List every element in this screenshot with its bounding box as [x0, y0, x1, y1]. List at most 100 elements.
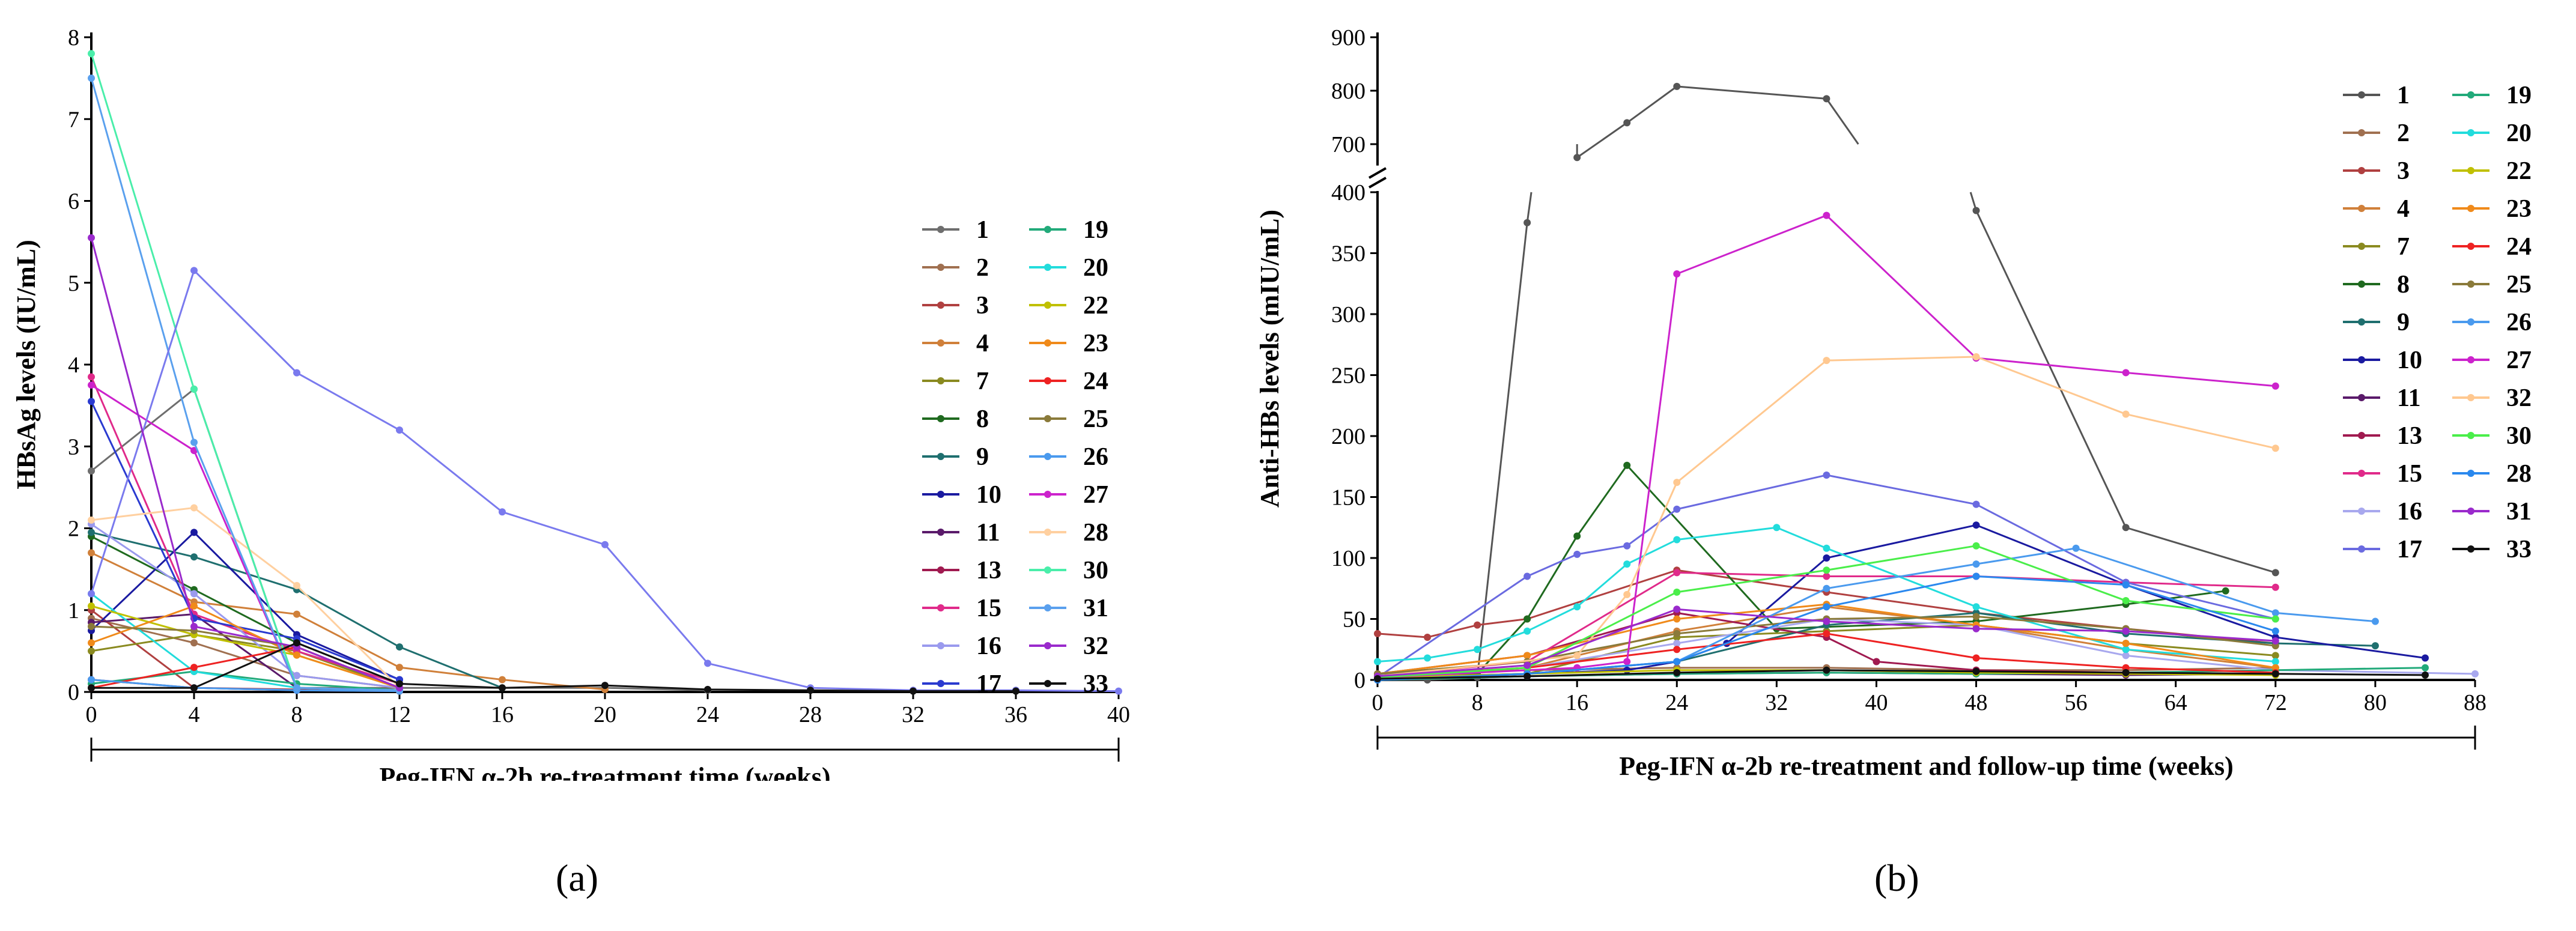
x-tick-label: 32 — [902, 702, 925, 727]
data-point-4 — [293, 610, 300, 618]
legend-label-20: 20 — [2506, 120, 2532, 147]
data-point-32 — [88, 234, 95, 241]
series-segment-17 — [1975, 503, 2127, 583]
legend-label-9: 9 — [976, 443, 989, 471]
series-segment-8 — [1576, 464, 1628, 537]
data-point-31 — [88, 74, 95, 82]
legend-label-33: 33 — [1083, 670, 1108, 698]
legend-marker-28 — [2467, 470, 2474, 477]
series-segment-24 — [2125, 667, 2276, 674]
legend-label-30: 30 — [1083, 557, 1108, 584]
series-segment-3 — [1377, 632, 1428, 638]
legend-marker-16 — [2358, 508, 2365, 515]
data-point-17 — [1523, 572, 1531, 580]
series-segment-27 — [2125, 371, 2276, 387]
data-point-33 — [2271, 670, 2279, 678]
series-segment-8 — [1526, 535, 1578, 620]
data-point-16 — [601, 541, 609, 548]
legend-marker-9 — [2358, 318, 2365, 326]
legend-marker-10 — [2358, 356, 2365, 363]
series-segment-17 — [1676, 474, 1827, 511]
legend-marker-8 — [2358, 281, 2365, 288]
data-point-28 — [293, 581, 300, 589]
data-point-1 — [1523, 219, 1531, 226]
y-tick-label: 6 — [68, 189, 79, 214]
series-segment-32 — [1976, 356, 2127, 415]
series-segment-23 — [1377, 654, 1528, 675]
data-point-33 — [1823, 666, 1830, 674]
data-point-28 — [1673, 658, 1681, 666]
series-segment-16 — [2125, 654, 2276, 672]
data-point-19 — [2421, 664, 2429, 672]
data-point-33 — [1523, 672, 1531, 680]
legend-marker-23 — [2467, 205, 2474, 212]
data-point-33 — [2122, 669, 2130, 676]
x-axis-title: Peg-IFN α-2b re-treatment time (weeks) — [379, 762, 830, 781]
data-point-10 — [1823, 554, 1830, 562]
data-point-25 — [1972, 613, 1980, 620]
data-point-1 — [1573, 154, 1581, 162]
x-tick-label: 28 — [799, 702, 822, 727]
y-tick-label: 250 — [1331, 363, 1365, 389]
series-segment-23 — [1976, 624, 2126, 644]
data-point-16 — [1115, 687, 1122, 695]
series-segment-30 — [1677, 569, 1827, 593]
x-tick-label: 48 — [1965, 690, 1988, 715]
y-tick-label: 150 — [1331, 485, 1365, 511]
legend-marker-24 — [1044, 377, 1051, 384]
data-point-20 — [2122, 646, 2130, 654]
data-point-26 — [1972, 560, 1980, 568]
data-point-30 — [88, 50, 95, 58]
legend-marker-7 — [2358, 243, 2365, 250]
data-point-27 — [88, 381, 95, 389]
x-tick-label: 24 — [696, 702, 719, 727]
data-point-4 — [396, 664, 403, 672]
legend-label-26: 26 — [1083, 443, 1108, 471]
series-segment-24 — [1526, 648, 1677, 669]
data-point-4 — [88, 549, 95, 557]
data-point-33 — [499, 684, 506, 692]
data-point-31 — [2122, 627, 2130, 635]
legend-label-25: 25 — [1083, 405, 1108, 433]
data-point-8 — [1623, 461, 1631, 469]
data-point-1 — [1623, 119, 1631, 127]
legend-marker-32 — [1044, 642, 1051, 649]
series-segment-32 — [1576, 593, 1628, 657]
legend-label-3: 3 — [2397, 157, 2410, 185]
data-point-27 — [1673, 270, 1681, 278]
legend-label-19: 19 — [1083, 216, 1108, 244]
legend-label-24: 24 — [1083, 368, 1108, 395]
series-segment-30 — [1826, 545, 1976, 571]
series-segment-16 — [1826, 618, 1976, 626]
series-segment-22 — [1976, 672, 2126, 675]
legend-marker-17 — [937, 680, 944, 687]
legend-label-4: 4 — [2397, 195, 2410, 223]
data-point-30 — [1972, 542, 1980, 550]
legend-marker-4 — [937, 339, 944, 347]
series-line-30 — [90, 53, 400, 691]
data-point-27 — [1823, 211, 1830, 219]
data-point-24 — [1972, 654, 1980, 662]
series-segment-13 — [1876, 661, 1976, 672]
data-point-31 — [190, 438, 198, 446]
data-point-33 — [910, 687, 917, 695]
data-point-30 — [2271, 615, 2279, 623]
data-point-16 — [293, 369, 300, 377]
data-point-26 — [2072, 544, 2080, 552]
series-segment-25 — [1526, 632, 1677, 663]
data-point-33 — [190, 684, 198, 692]
y-tick-label: 50 — [1343, 607, 1365, 632]
legend-marker-2 — [2358, 129, 2365, 136]
series-segment-1 — [1526, 192, 1533, 223]
legend-marker-17 — [2358, 545, 2365, 553]
data-point-1 — [2122, 524, 2130, 532]
data-point-20 — [1823, 544, 1830, 552]
data-point-15 — [88, 373, 95, 381]
data-point-33 — [704, 685, 711, 693]
x-tick-label: 80 — [2364, 690, 2387, 715]
legend-marker-31 — [1044, 604, 1051, 611]
series-segment-20 — [1427, 648, 1478, 659]
series-segment-4 — [1677, 605, 1827, 632]
series-segment-33 — [1527, 672, 1677, 678]
y-tick-label: 100 — [1331, 546, 1365, 571]
